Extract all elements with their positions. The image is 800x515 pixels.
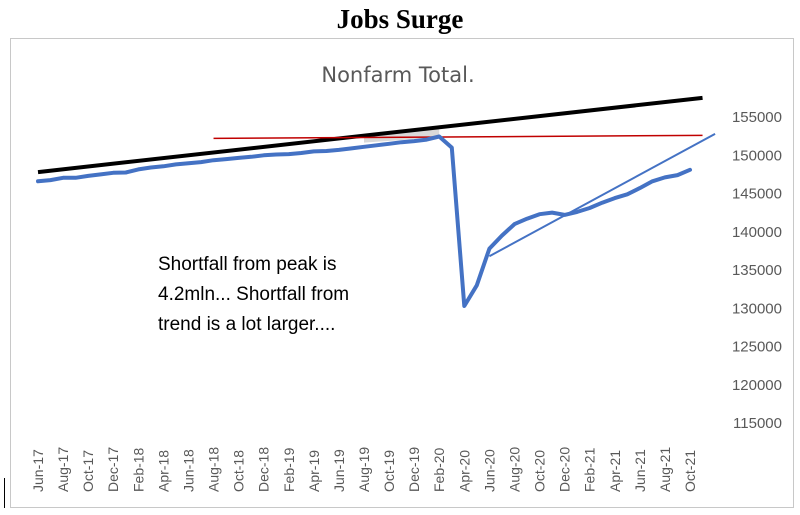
x-tick-label: Apr-20: [456, 450, 472, 492]
x-tick-label: Feb-18: [130, 447, 146, 492]
peak-level-line: [213, 134, 703, 140]
y-axis-ticks: 155000 150000 145000 140000 135000 130000 1250…: [732, 109, 782, 432]
x-tick-label: Dec-17: [105, 447, 121, 492]
y-tick-label: 115000: [733, 415, 782, 432]
x-tick-label: Oct-19: [381, 450, 397, 492]
x-axis-ticks: Jun-17 Aug-17 Oct-17 Dec-17 Feb-18 Apr-18 Jun-…: [30, 447, 698, 492]
y-tick-label: 140000: [732, 224, 782, 241]
series-line: [36, 134, 692, 308]
x-tick-label: Oct-20: [532, 450, 548, 492]
annotation-line: Shortfall from peak is: [158, 254, 336, 275]
x-tick-label: Aug-21: [657, 447, 673, 492]
x-tick-label: Feb-21: [582, 447, 598, 492]
headline: Jobs Surge: [336, 4, 464, 34]
x-tick-label: Dec-18: [256, 447, 272, 492]
y-tick-label: 150000: [732, 147, 782, 164]
x-tick-label: Oct-17: [80, 450, 96, 492]
x-tick-label: Apr-19: [306, 450, 322, 492]
trend-line: [37, 95, 703, 175]
y-tick-label: 155000: [732, 109, 782, 126]
x-tick-label: Oct-18: [231, 450, 247, 492]
x-tick-label: Dec-20: [557, 447, 573, 492]
x-tick-label: Jun-19: [331, 449, 347, 492]
x-tick-label: Aug-20: [506, 447, 522, 492]
x-tick-label: Oct-21: [682, 450, 698, 492]
x-tick-label: Apr-21: [607, 450, 623, 492]
recovery-trend-line: [488, 132, 716, 258]
chart-frame: [10, 38, 794, 508]
y-tick-label: 130000: [732, 300, 782, 317]
left-edge-mark: [4, 478, 5, 508]
x-tick-label: Aug-17: [55, 447, 71, 492]
trend-overlays: [37, 95, 716, 258]
annotation-line: trend is a lot larger....: [158, 314, 335, 335]
annotation-line: 4.2mln... Shortfall from: [158, 284, 349, 305]
annotation-text: Shortfall from peak is 4.2mln... Shortfa…: [158, 254, 349, 335]
x-tick-label: Apr-18: [155, 450, 171, 492]
x-tick-label: Jun-18: [180, 449, 196, 492]
x-tick-label: Dec-19: [406, 447, 422, 492]
x-tick-label: Jun-20: [481, 449, 497, 492]
x-tick-label: Jun-21: [632, 449, 648, 492]
y-tick-label: 145000: [732, 186, 782, 203]
trend-shadow: [364, 128, 440, 143]
y-tick-label: 120000: [732, 377, 782, 394]
x-tick-label: Feb-19: [281, 447, 297, 492]
y-tick-label: 135000: [732, 262, 782, 279]
x-tick-label: Aug-18: [206, 447, 222, 492]
chart-title: Nonfarm Total.: [321, 63, 474, 87]
x-tick-label: Aug-19: [356, 447, 372, 492]
x-tick-label: Jun-17: [30, 449, 46, 492]
x-tick-label: Feb-20: [431, 447, 447, 492]
y-tick-label: 125000: [732, 339, 782, 356]
